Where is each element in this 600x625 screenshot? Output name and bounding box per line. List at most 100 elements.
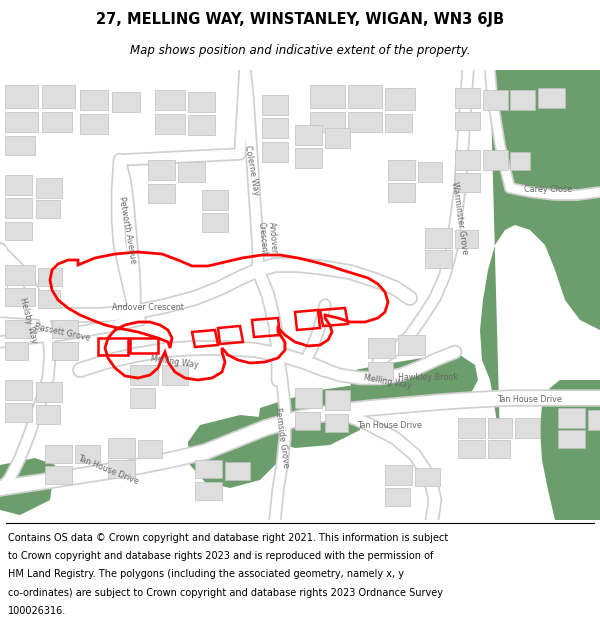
Polygon shape (5, 288, 35, 306)
Polygon shape (368, 338, 395, 358)
Polygon shape (258, 385, 370, 448)
Polygon shape (36, 178, 62, 198)
Polygon shape (310, 85, 345, 108)
Polygon shape (42, 112, 72, 132)
Polygon shape (262, 118, 288, 138)
Text: Melling Way: Melling Way (151, 354, 200, 370)
Polygon shape (295, 388, 322, 408)
Polygon shape (295, 148, 322, 168)
Polygon shape (480, 70, 600, 440)
Polygon shape (112, 92, 140, 112)
Text: Warminster Grove: Warminster Grove (451, 181, 470, 255)
Polygon shape (5, 198, 32, 218)
Polygon shape (398, 335, 425, 355)
Polygon shape (488, 418, 512, 438)
Polygon shape (5, 136, 35, 155)
Polygon shape (80, 90, 108, 110)
Polygon shape (348, 85, 382, 108)
Polygon shape (310, 112, 345, 132)
Text: Colerne Way: Colerne Way (243, 144, 261, 196)
Polygon shape (130, 388, 155, 408)
Polygon shape (195, 482, 222, 500)
Polygon shape (5, 380, 32, 400)
Polygon shape (38, 268, 62, 286)
Polygon shape (385, 114, 412, 132)
Polygon shape (130, 365, 158, 385)
Polygon shape (138, 440, 162, 458)
Polygon shape (80, 114, 108, 134)
Polygon shape (188, 115, 215, 135)
Polygon shape (75, 445, 100, 463)
Polygon shape (108, 460, 135, 478)
Text: Bassett Grove: Bassett Grove (34, 322, 91, 342)
Text: Helsby Way: Helsby Way (17, 296, 38, 344)
Polygon shape (425, 228, 452, 248)
Polygon shape (555, 490, 600, 520)
Polygon shape (0, 458, 55, 515)
Polygon shape (348, 112, 382, 132)
Polygon shape (368, 362, 393, 380)
Polygon shape (36, 382, 62, 402)
Polygon shape (36, 405, 60, 424)
Polygon shape (5, 112, 38, 132)
Polygon shape (325, 390, 350, 410)
Polygon shape (162, 365, 188, 385)
Polygon shape (455, 150, 480, 170)
Polygon shape (42, 85, 75, 108)
Text: Petworth Avenue: Petworth Avenue (116, 196, 137, 264)
Polygon shape (155, 114, 185, 134)
Polygon shape (36, 200, 60, 218)
Polygon shape (558, 430, 585, 448)
Polygon shape (458, 418, 485, 438)
Polygon shape (540, 380, 600, 520)
Polygon shape (510, 152, 530, 170)
Text: Carey Close: Carey Close (524, 186, 572, 194)
Polygon shape (455, 88, 480, 108)
Polygon shape (108, 438, 135, 458)
Polygon shape (45, 466, 72, 484)
Text: Contains OS data © Crown copyright and database right 2021. This information is : Contains OS data © Crown copyright and d… (8, 532, 448, 542)
Polygon shape (455, 230, 478, 248)
Polygon shape (5, 265, 35, 285)
Polygon shape (5, 222, 32, 240)
Polygon shape (52, 320, 78, 338)
Polygon shape (52, 342, 78, 360)
Polygon shape (558, 408, 585, 428)
Text: Andover
Crescent: Andover Crescent (257, 221, 279, 256)
Polygon shape (45, 445, 72, 463)
Polygon shape (148, 184, 175, 203)
Polygon shape (350, 355, 478, 410)
Polygon shape (5, 403, 32, 422)
Polygon shape (262, 95, 288, 115)
Polygon shape (588, 410, 600, 430)
Text: Fernside Grove: Fernside Grove (274, 408, 290, 469)
Polygon shape (385, 488, 410, 506)
Polygon shape (510, 90, 535, 110)
Polygon shape (5, 342, 28, 360)
Polygon shape (188, 92, 215, 112)
Polygon shape (188, 415, 285, 488)
Text: Tan House Drive: Tan House Drive (497, 396, 562, 404)
Polygon shape (483, 150, 508, 170)
Text: HM Land Registry. The polygons (including the associated geometry, namely x, y: HM Land Registry. The polygons (includin… (8, 569, 404, 579)
Polygon shape (385, 88, 415, 110)
Polygon shape (325, 128, 350, 148)
Polygon shape (458, 440, 485, 458)
Polygon shape (202, 190, 228, 210)
Polygon shape (5, 320, 30, 338)
Text: Melling Way: Melling Way (364, 373, 413, 391)
Polygon shape (325, 414, 348, 432)
Polygon shape (388, 183, 415, 202)
Polygon shape (295, 412, 320, 430)
Polygon shape (38, 290, 60, 308)
Polygon shape (5, 175, 32, 195)
Polygon shape (385, 465, 412, 485)
Polygon shape (488, 440, 510, 458)
Polygon shape (483, 90, 508, 110)
Polygon shape (5, 85, 38, 108)
Text: 100026316.: 100026316. (8, 606, 66, 616)
Polygon shape (148, 160, 175, 180)
Polygon shape (418, 162, 442, 182)
Polygon shape (178, 162, 205, 182)
Polygon shape (202, 213, 228, 232)
